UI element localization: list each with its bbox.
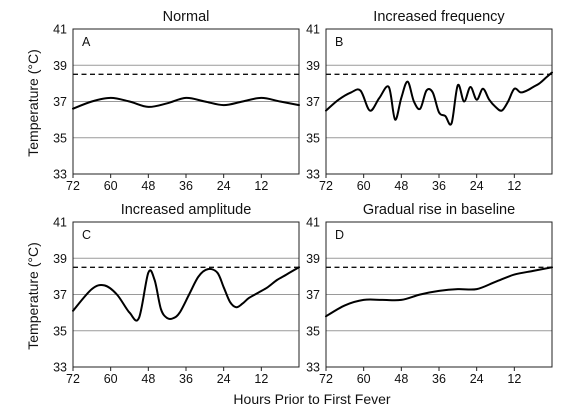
y-tick-label: 35 xyxy=(53,324,67,338)
x-tick-label: 24 xyxy=(217,179,231,193)
panel-a: 33 35 37 39 41 72 60 48 36 24 12 A Normal xyxy=(53,9,300,193)
x-tick-label: 72 xyxy=(319,179,333,193)
y-tick-label: 35 xyxy=(306,131,320,145)
panel-b: 33 35 37 39 41 72 60 48 36 24 12 B Increased frequen… xyxy=(306,9,553,193)
panel-letter: D xyxy=(335,228,344,242)
x-tick-label: 12 xyxy=(507,179,521,193)
x-tick-label: 36 xyxy=(179,372,193,386)
x-tick-label: 36 xyxy=(432,372,446,386)
y-tick-label: 41 xyxy=(53,216,67,230)
x-tick-label: 48 xyxy=(141,372,155,386)
panel-title: Gradual rise in baseline xyxy=(363,202,515,218)
x-tick-label: 48 xyxy=(394,372,408,386)
y-axis-title-top: Temperature (°C) xyxy=(25,49,41,157)
y-tick-label: 33 xyxy=(306,168,320,182)
x-tick-label: 24 xyxy=(470,372,484,386)
panel-title: Normal xyxy=(163,9,210,25)
panel-letter: C xyxy=(82,228,91,242)
y-tick-label: 39 xyxy=(306,59,320,73)
temperature-series-line xyxy=(72,266,300,322)
y-tick-label: 33 xyxy=(53,361,67,375)
y-tick-label: 37 xyxy=(306,95,320,109)
y-tick-label: 37 xyxy=(53,95,67,109)
x-tick-label: 12 xyxy=(254,179,268,193)
y-tick-label: 35 xyxy=(53,131,67,145)
x-tick-label: 60 xyxy=(104,179,118,193)
y-tick-label: 41 xyxy=(306,23,320,37)
y-tick-label: 33 xyxy=(53,168,67,182)
x-tick-label: 48 xyxy=(394,179,408,193)
y-tick-label: 35 xyxy=(306,324,320,338)
panel-d: 33 35 37 39 41 72 60 48 36 24 12 D Gradual rise in b… xyxy=(306,202,553,386)
y-tick-label: 37 xyxy=(53,288,67,302)
x-tick-label: 60 xyxy=(357,179,371,193)
y-tick-label: 39 xyxy=(306,252,320,266)
x-tick-label: 12 xyxy=(507,372,521,386)
y-tick-label: 39 xyxy=(53,59,67,73)
temperature-series-line xyxy=(72,96,300,110)
x-tick-label: 72 xyxy=(319,372,333,386)
x-tick-label: 72 xyxy=(66,372,80,386)
y-tick-label: 37 xyxy=(306,288,320,302)
x-tick-label: 36 xyxy=(432,179,446,193)
panel-letter: B xyxy=(335,35,343,49)
panel-c: 33 35 37 39 41 72 60 48 36 24 12 C Increased amplitu… xyxy=(53,202,300,386)
temperature-series-line xyxy=(325,71,553,126)
x-tick-label: 60 xyxy=(357,372,371,386)
x-axis-title: Hours Prior to First Fever xyxy=(233,391,390,407)
y-tick-label: 41 xyxy=(53,23,67,37)
y-tick-label: 33 xyxy=(306,361,320,375)
y-tick-label: 39 xyxy=(53,252,67,266)
x-tick-label: 72 xyxy=(66,179,80,193)
y-tick-label: 41 xyxy=(306,216,320,230)
x-tick-label: 12 xyxy=(254,372,268,386)
x-tick-label: 24 xyxy=(470,179,484,193)
panels: 33 35 37 39 41 72 60 48 36 24 12 A Normal 33 35 37 39 41 7… xyxy=(53,9,553,386)
panel-title: Increased amplitude xyxy=(121,202,252,218)
y-axis-title-bottom: Temperature (°C) xyxy=(25,242,41,350)
temperature-series-line xyxy=(325,266,553,318)
x-tick-label: 48 xyxy=(141,179,155,193)
x-tick-label: 60 xyxy=(104,372,118,386)
x-tick-label: 24 xyxy=(217,372,231,386)
panel-letter: A xyxy=(82,35,91,49)
x-tick-label: 36 xyxy=(179,179,193,193)
panel-title: Increased frequency xyxy=(373,9,505,25)
